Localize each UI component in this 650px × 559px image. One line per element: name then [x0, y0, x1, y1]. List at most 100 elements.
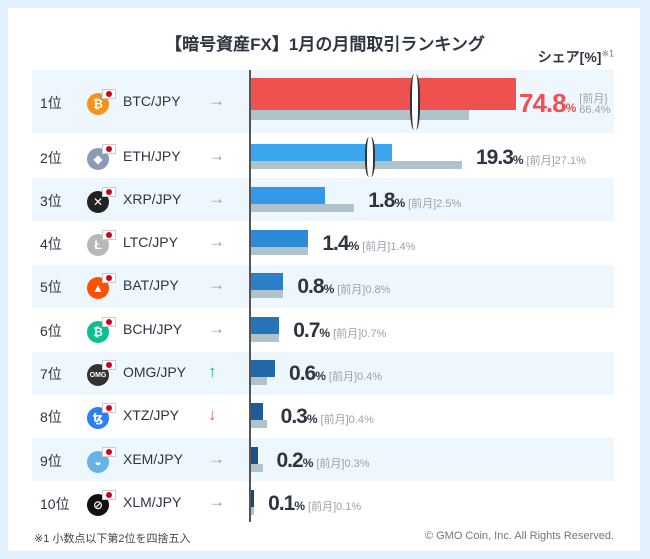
japan-flag-icon	[102, 88, 116, 99]
pair-label: BTC/JPY	[123, 92, 181, 109]
japan-flag-icon	[102, 489, 116, 500]
bar-current	[250, 360, 276, 377]
japan-flag-icon	[102, 316, 116, 327]
previous-month-value: [前月]0.3%	[316, 457, 370, 470]
japan-flag-icon	[102, 186, 116, 197]
value-unit: %	[565, 100, 577, 115]
value-number: 0.7	[293, 318, 320, 342]
rank-label: 4位	[40, 236, 62, 253]
bar-previous	[250, 463, 263, 472]
bar-current	[250, 78, 516, 110]
trend-flat-icon: →	[208, 318, 225, 338]
value-unit: %	[306, 412, 318, 427]
rank-label: 7位	[40, 366, 62, 382]
share-value: 1.8% [前月]2.5%	[368, 189, 461, 213]
value-number: 0.3	[280, 405, 308, 429]
bar-previous	[250, 160, 462, 169]
previous-month-value: [前月]0.1%	[308, 500, 362, 513]
trend-flat-icon: →	[208, 145, 225, 165]
rank-label: 6位	[40, 322, 62, 339]
value-unit: %	[315, 369, 326, 383]
share-value: 0.1% [前月]0.1%	[268, 492, 361, 516]
rank-label: 5位	[40, 279, 62, 296]
previous-month-value: [前月]0.4%	[320, 414, 374, 427]
value-unit: %	[294, 498, 305, 513]
chart-axis	[249, 70, 251, 522]
previous-month-value: [前月]2.5%	[408, 197, 462, 210]
japan-flag-icon	[102, 230, 116, 241]
share-value: 0.8% [前月]0.8%	[297, 275, 390, 299]
value-unit: %	[319, 325, 330, 340]
pair-label: XTZ/JPY	[123, 407, 180, 424]
pair-label: BAT/JPY	[123, 277, 179, 294]
bar-previous	[250, 203, 355, 212]
value-unit: %	[302, 455, 314, 470]
bar-previous	[250, 506, 255, 515]
trend-flat-icon: →	[208, 232, 225, 252]
ranking-row: 7位 OMG OMG/JPY ↑ 0.6% [前月]0.4%	[32, 351, 614, 395]
bar-previous	[250, 247, 309, 256]
bar-current	[250, 230, 309, 248]
ranking-row: 5位 ▲ BAT/JPY → 0.8% [前月]0.8%	[32, 264, 614, 308]
share-value: 74.8%[前月] 66.4%	[519, 88, 610, 119]
ranking-row: 8位 ꜩ XTZ/JPY ↓ 0.3% [前月]0.4%	[32, 395, 614, 438]
value-unit: %	[512, 152, 524, 167]
pair-label: BCH/JPY	[123, 320, 183, 337]
pair-label: OMG/JPY	[123, 364, 187, 380]
ranking-row: 10位 ⊘ XLM/JPY → 0.1% [前月]0.1%	[32, 481, 614, 524]
japan-flag-icon	[102, 143, 116, 154]
previous-month-value: [前月] 66.4%	[579, 92, 611, 116]
pair-label: XRP/JPY	[123, 190, 182, 207]
rank-label: 9位	[40, 452, 62, 469]
share-value: 0.3% [前月]0.4%	[281, 405, 374, 429]
value-number: 1.4	[322, 232, 349, 256]
ranking-row: 9位 ◒ XEM/JPY → 0.2% [前月]0.3%	[32, 438, 614, 482]
bar-current	[250, 316, 280, 334]
previous-month-value: [前月]0.7%	[333, 327, 387, 340]
pair-label: XLM/JPY	[123, 493, 182, 510]
rank-label: 2位	[40, 149, 62, 166]
ranking-row: 3位 ✕ XRP/JPY → 1.8% [前月]2.5%	[32, 178, 614, 222]
share-value: 0.2% [前月]0.3%	[277, 449, 370, 473]
value-number: 0.6	[289, 362, 316, 385]
share-value: 0.7% [前月]0.7%	[293, 319, 386, 343]
rank-label: 8位	[40, 409, 62, 426]
trend-flat-icon: →	[208, 448, 225, 468]
value-number: 1.8	[368, 188, 395, 212]
ranking-row: 2位 ◆ ETH/JPY → 19.3% [前月]27.1%	[32, 135, 614, 178]
ranking-row: 1位 ₿ BTC/JPY → 74.8%[前月] 66.4%	[32, 70, 614, 133]
pair-label: ETH/JPY	[123, 147, 181, 164]
bar-current	[250, 143, 392, 161]
trend-flat-icon: →	[208, 491, 225, 511]
previous-month-value: [前月]27.1%	[526, 154, 586, 167]
value-number: 0.8	[297, 275, 324, 299]
bar-previous	[250, 290, 284, 299]
trend-up-icon: ↑	[208, 362, 217, 381]
pair-label: LTC/JPY	[123, 234, 178, 251]
value-unit: %	[323, 282, 335, 297]
trend-flat-icon: →	[208, 275, 225, 295]
bar-current	[250, 403, 263, 421]
pair-label: XEM/JPY	[123, 450, 183, 467]
ranking-row: 6位 ₿ BCH/JPY → 0.7% [前月]0.7%	[32, 308, 614, 351]
value-unit: %	[394, 195, 405, 210]
footnote: ※1 小数点以下第2位を四捨五入	[34, 533, 191, 545]
bar-current	[250, 186, 326, 204]
axis-break-icon	[410, 74, 420, 130]
share-value: 19.3% [前月]27.1%	[476, 146, 586, 170]
japan-flag-icon	[102, 403, 116, 414]
value-number: 74.8	[519, 87, 567, 118]
value-number: 19.3	[476, 145, 514, 169]
bar-current	[250, 489, 255, 507]
trend-flat-icon: →	[208, 188, 225, 208]
previous-month-value: [前月]0.8%	[337, 284, 391, 297]
bar-previous	[250, 110, 469, 120]
trend-down-icon: ↓	[208, 405, 217, 425]
share-value: 1.4% [前月]1.4%	[322, 232, 415, 256]
japan-flag-icon	[102, 273, 116, 284]
axis-break-icon	[365, 137, 375, 177]
value-number: 0.1	[268, 491, 295, 515]
previous-month-value: [前月]0.4%	[328, 371, 383, 383]
share-value: 0.6% [前月]0.4%	[289, 362, 382, 386]
trend-flat-icon: →	[208, 90, 225, 110]
